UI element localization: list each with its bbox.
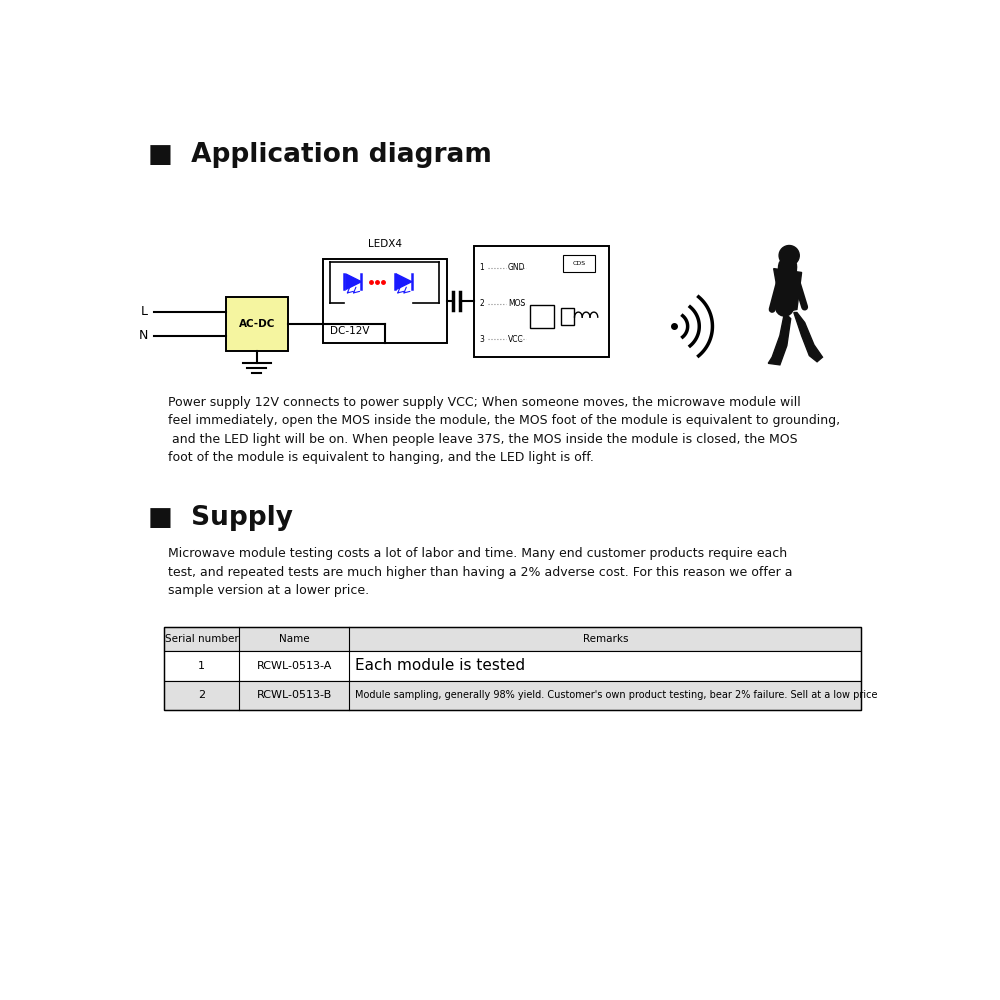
Text: 2: 2 xyxy=(198,690,205,700)
Text: AC-DC: AC-DC xyxy=(239,319,275,329)
Text: ■  Application diagram: ■ Application diagram xyxy=(148,142,492,168)
FancyBboxPatch shape xyxy=(323,259,447,343)
Text: LEDX4: LEDX4 xyxy=(368,239,402,249)
Text: 1: 1 xyxy=(479,263,484,272)
Text: VCC: VCC xyxy=(508,335,524,344)
Polygon shape xyxy=(768,312,791,365)
Text: ■  Supply: ■ Supply xyxy=(148,505,293,531)
FancyBboxPatch shape xyxy=(563,255,595,272)
Text: CDS: CDS xyxy=(573,261,586,266)
Bar xyxy=(164,627,861,710)
Bar xyxy=(164,651,861,681)
Polygon shape xyxy=(396,274,412,289)
Text: DC-12V: DC-12V xyxy=(330,326,370,336)
Text: MOS: MOS xyxy=(508,299,525,308)
Text: L: L xyxy=(141,305,148,318)
FancyBboxPatch shape xyxy=(474,246,609,357)
Text: 3: 3 xyxy=(479,335,484,344)
Text: RCWL-0513-B: RCWL-0513-B xyxy=(257,690,332,700)
Bar xyxy=(530,305,554,328)
Text: Each module is tested: Each module is tested xyxy=(355,658,526,673)
Bar xyxy=(164,681,861,710)
Text: 2: 2 xyxy=(479,299,484,308)
Text: Module sampling, generally 98% yield. Customer's own product testing, bear 2% fa: Module sampling, generally 98% yield. Cu… xyxy=(355,690,878,700)
Text: Remarks: Remarks xyxy=(583,634,628,644)
Polygon shape xyxy=(346,274,361,289)
Text: Serial number: Serial number xyxy=(165,634,238,644)
FancyBboxPatch shape xyxy=(226,297,288,351)
Polygon shape xyxy=(774,269,802,312)
Text: RCWL-0513-A: RCWL-0513-A xyxy=(256,661,332,671)
Text: Power supply 12V connects to power supply VCC; When someone moves, the microwave: Power supply 12V connects to power suppl… xyxy=(168,396,840,464)
Circle shape xyxy=(779,246,799,266)
Text: 1: 1 xyxy=(198,661,205,671)
Bar xyxy=(561,308,574,325)
Text: Name: Name xyxy=(279,634,309,644)
Text: GND: GND xyxy=(508,263,525,272)
Text: N: N xyxy=(139,329,148,342)
Text: Microwave module testing costs a lot of labor and time. Many end customer produc: Microwave module testing costs a lot of … xyxy=(168,547,792,597)
Polygon shape xyxy=(794,312,822,362)
Bar xyxy=(164,627,861,651)
